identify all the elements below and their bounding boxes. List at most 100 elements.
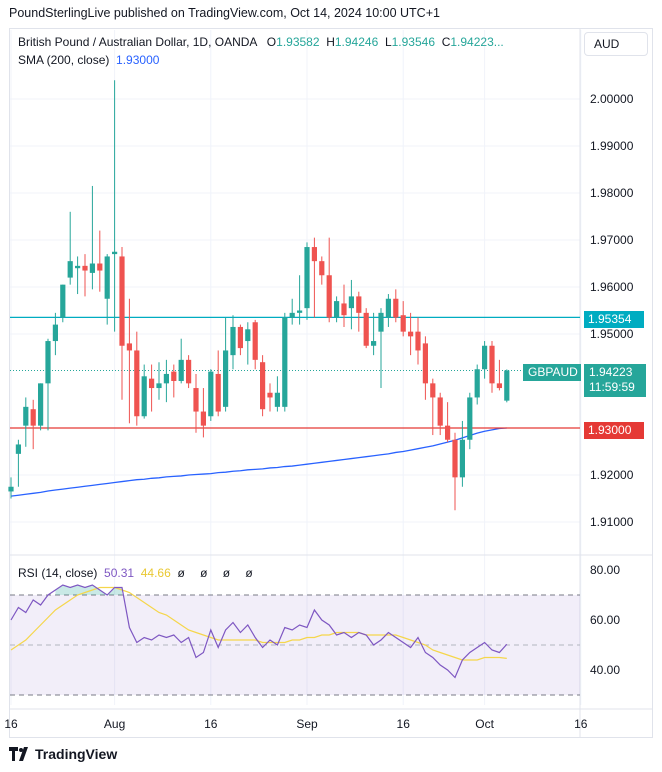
candle [141,364,147,419]
candle-body [430,383,436,398]
candle-body [400,315,406,332]
candle-body [274,392,280,407]
countdown: 11:59:59 [589,380,635,394]
candle-body [393,298,399,318]
candle-body [223,350,229,407]
candle [334,296,340,323]
candle-body [156,383,162,389]
brand-name: TradingView [35,746,118,762]
chart-frame [9,28,653,738]
candle [326,237,332,323]
candle-body [193,388,199,412]
candle [45,338,51,431]
candle [341,284,347,327]
open-value: 1.93582 [276,35,320,49]
candle-body [30,409,36,426]
candle-body [245,329,251,342]
x-tick-label: Sep [296,717,318,731]
high-value: 1.94246 [334,35,379,49]
candle-body [260,362,266,410]
candle [171,364,177,398]
candle-body [82,265,88,271]
sma-polyline [10,427,507,497]
candle [459,420,465,487]
candle-body [378,312,384,332]
candle-body [371,341,377,346]
candle [245,322,251,365]
candle [252,319,258,370]
candle-body [141,376,147,417]
y-tick-label: 1.96000 [590,280,634,294]
candle-body [326,275,332,318]
candle-body [385,298,391,318]
open-label: O [266,35,277,49]
current-price: 1.94223 [589,365,633,379]
candle [445,402,451,443]
candle [282,312,288,412]
candle [67,211,73,285]
y-tick-label: 1.97000 [590,233,634,247]
candle-body [15,444,21,454]
candle [104,254,110,325]
candle-body [178,359,184,381]
candle-body [112,251,118,255]
candle [52,312,58,356]
candle-body [459,439,465,478]
low-label: L [384,35,392,49]
candle-body [200,411,206,426]
candle [89,185,95,290]
sma-legend: SMA (200, close) 1.93000 [18,53,159,67]
rsi-value: 50.31 [104,566,135,580]
candle-body [474,369,480,398]
candle [23,397,29,447]
candle-body [126,343,132,351]
candle [215,350,221,417]
candle-body [504,370,510,401]
candle [304,242,310,320]
candle-body [282,317,288,407]
sma-price-tag: 1.93000 [584,422,644,439]
candle-body [356,296,362,313]
candle [371,312,377,356]
candle-body [119,256,125,346]
candle [112,80,118,332]
candle-body [45,341,51,384]
candle-body [319,261,325,276]
candle [30,399,36,450]
candle-body [348,296,354,309]
candle [408,312,414,356]
currency-selector[interactable]: AUD [584,32,648,56]
candle [156,362,162,400]
tradingview-brand[interactable]: TradingView [9,746,117,762]
candle [267,383,273,412]
candle-body [149,378,155,389]
candle-body [496,383,502,389]
candle [400,301,406,337]
axis-labels: 16 Aug 16 Sep 16 Oct 16 2.00000 1.99000 1.98000 1.… [4,92,633,731]
sma-value: 1.93000 [116,53,160,67]
rsi-ma-value: 44.66 [140,566,171,580]
candle [393,289,399,323]
candle-body [97,263,103,271]
rsi-na-icons: ø ø ø ø [177,566,259,580]
candle-body [104,256,110,299]
level-price-tag: 1.95354 [584,311,644,328]
rsi-tick-label: 40.00 [590,663,620,677]
candle-body [52,324,58,342]
candle-body [134,350,140,417]
candle-body [363,312,369,346]
candle [149,364,155,412]
candle [15,439,21,487]
candle [504,369,510,403]
y-tick-label: 1.98000 [590,186,634,200]
sma-line [10,427,507,497]
candle-body [171,371,177,381]
candle-body [334,301,340,318]
candles [8,80,510,511]
candle [38,383,44,431]
candle-body [408,331,414,337]
low-value: 1.93546 [391,35,436,49]
x-tick-label: 16 [204,717,218,731]
high-label: H [326,35,335,49]
